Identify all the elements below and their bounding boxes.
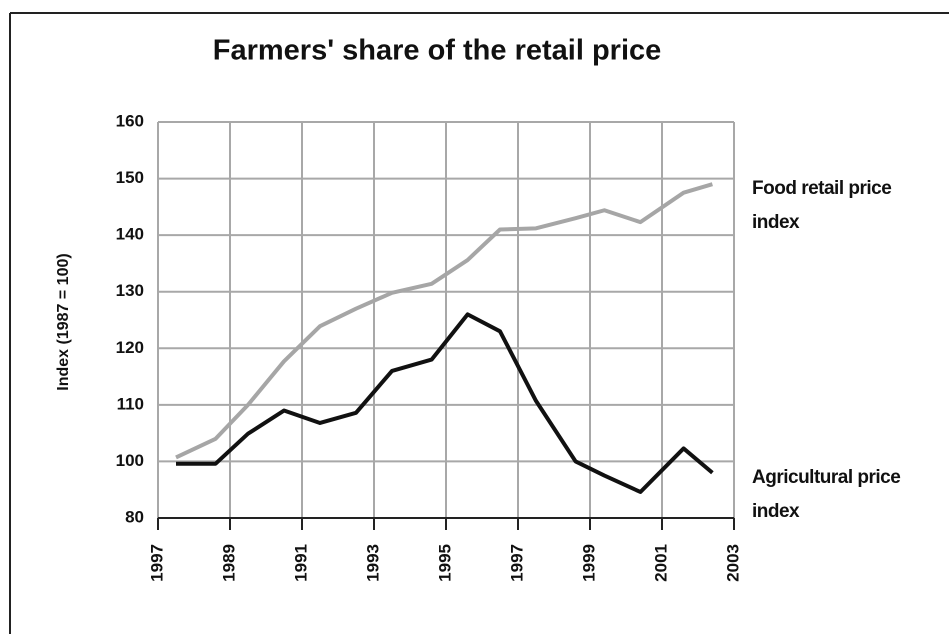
y-tick-label: 100 <box>116 451 144 470</box>
legend-label: Agricultural price index <box>752 466 901 522</box>
y-tick-label: 150 <box>116 168 144 187</box>
x-tick-label: 1991 <box>291 544 310 582</box>
x-tick-label: 1997 <box>507 544 526 582</box>
y-tick-label: 80 <box>125 507 144 526</box>
y-tick-label: 130 <box>116 281 144 300</box>
x-tick-label: 2003 <box>723 544 742 582</box>
x-tick-label: 1999 <box>579 544 598 582</box>
chart-title: Farmers' share of the retail price <box>213 35 662 67</box>
x-tick-label: 1997 <box>147 544 166 582</box>
series-line <box>176 312 714 494</box>
legend-label: Food retail price index <box>752 178 892 234</box>
y-tick-label: 140 <box>116 225 144 244</box>
y-tick-label: 160 <box>116 111 144 130</box>
y-tick-label: 120 <box>116 338 144 357</box>
x-tick-label: 1993 <box>363 544 382 582</box>
series-line <box>175 182 713 460</box>
y-tick-label: 110 <box>117 394 144 413</box>
x-tick-label: 2001 <box>651 544 670 582</box>
x-tick-label: 1989 <box>219 544 238 582</box>
y-axis-label: Index (1987 = 100) <box>55 253 72 390</box>
x-tick-label: 1995 <box>435 544 454 582</box>
